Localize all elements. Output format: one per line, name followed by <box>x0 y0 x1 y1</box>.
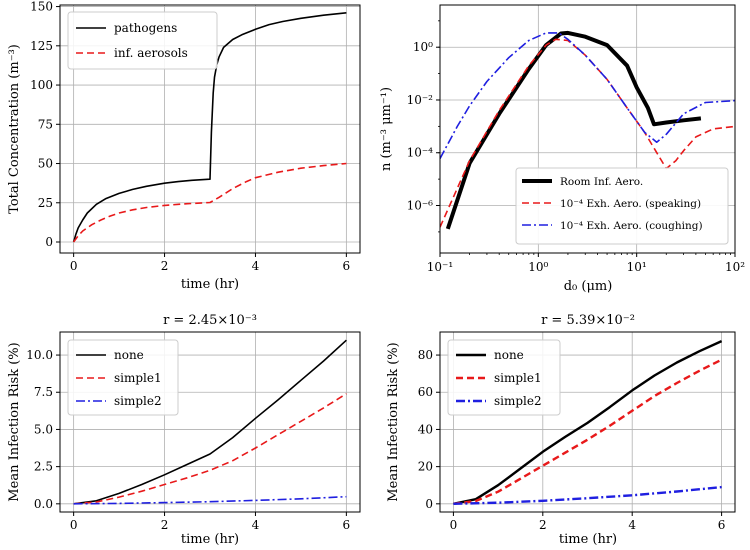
y-tick-label: 5.0 <box>34 422 53 436</box>
legend-label-simple2: simple2 <box>114 394 162 408</box>
legend-label-room-inf-aero: Room Inf. Aero. <box>560 176 643 188</box>
chart-title: r = 5.39×10⁻² <box>541 313 635 328</box>
y-tick-label: 75 <box>38 117 53 131</box>
x-tick-label: 0 <box>70 518 78 532</box>
y-tick-label: 0 <box>425 497 433 511</box>
x-tick-label: 2 <box>161 518 169 532</box>
y-tick-label: 25 <box>38 196 53 210</box>
y-axis-label: n (m⁻³ μm⁻¹) <box>379 87 394 171</box>
x-tick-label: 4 <box>252 259 260 273</box>
y-tick-label: 60 <box>418 385 433 399</box>
legend-label-none: none <box>114 348 144 362</box>
y-tick-label: 10⁰ <box>413 40 433 54</box>
legend-box <box>447 339 561 416</box>
chart-title: r = 2.45×10⁻³ <box>163 313 257 328</box>
legend-label-coughing: 10⁻⁴ Exh. Aero. (coughing) <box>560 220 703 232</box>
y-tick-label: 50 <box>38 157 53 171</box>
axes-frame <box>439 331 736 513</box>
series-line-room-inf-aero- <box>445 30 702 230</box>
panel-infection-risk-low: 0 2 4 6 0.0 2.5 5.0 7.5 10.0 r = 2.45×10⁻³ time … <box>7 313 361 547</box>
y-tick-label: 7.5 <box>34 385 53 399</box>
x-tick-label: 10² <box>725 260 745 274</box>
x-tick-label: 2 <box>539 518 547 532</box>
legend-label-speaking: 10⁻⁴ Exh. Aero. (speaking) <box>560 198 701 210</box>
y-tick-label: 20 <box>418 460 433 474</box>
y-axis-label: Mean Infection Risk (%) <box>7 342 22 501</box>
y-tick-label: 80 <box>418 348 433 362</box>
series-line-simple1 <box>73 393 347 505</box>
legend: pathogens inf. aerosols <box>67 11 218 70</box>
x-tick-label: 0 <box>70 259 78 273</box>
x-tick-label: 10⁻¹ <box>427 260 453 274</box>
legend: Room Inf. Aero. 10⁻⁴ Exh. Aero. (speakin… <box>515 167 729 245</box>
y-tick-label: 100 <box>30 78 53 92</box>
legend: none simple1 simple2 <box>67 339 179 416</box>
legend-box <box>67 11 218 70</box>
legend-label-inf-aerosols: inf. aerosols <box>114 46 188 60</box>
x-tick-label: 6 <box>343 518 351 532</box>
legend-label-pathogens: pathogens <box>114 21 177 35</box>
legend: none simple1 simple2 <box>447 339 561 416</box>
axes-frame <box>439 4 736 254</box>
series-line-inf-aerosols <box>72 162 347 243</box>
y-tick-label: 2.5 <box>34 460 53 474</box>
y-axis-label: Total Concentration (m⁻³) <box>7 44 22 214</box>
y-tick-label: 10.0 <box>26 348 53 362</box>
series-line-none <box>73 339 347 505</box>
legend-box <box>515 167 729 245</box>
x-tick-label: 10⁰ <box>528 260 548 274</box>
y-tick-label: 10⁻² <box>407 93 434 107</box>
y-tick-label: 125 <box>30 39 53 53</box>
y-tick-label: 10⁻⁴ <box>407 146 434 160</box>
x-tick-label: 4 <box>252 518 260 532</box>
y-tick-label: 10⁻⁶ <box>407 199 434 213</box>
series-line-simple2 <box>453 485 722 505</box>
y-tick-label: 150 <box>30 0 53 14</box>
x-axis-label: time (hr) <box>181 532 239 547</box>
x-tick-label: 6 <box>343 259 351 273</box>
x-axis-label: time (hr) <box>559 532 617 547</box>
x-tick-label: 0 <box>450 518 458 532</box>
x-tick-label: 6 <box>718 518 726 532</box>
series-line-simple1 <box>453 358 723 505</box>
axes-frame <box>59 4 361 254</box>
panel-total-concentration: 0 2 4 6 0 25 50 75 100 125 150 time (hr) Total Con… <box>7 0 361 292</box>
legend-label-simple1: simple1 <box>494 371 542 385</box>
axes-frame <box>59 331 361 513</box>
y-axis-label: Mean Infection Risk (%) <box>386 342 401 501</box>
y-tick-label: 0 <box>45 235 53 249</box>
series-line-pathogens <box>72 12 347 243</box>
x-tick-label: 2 <box>161 259 169 273</box>
legend-label-simple2: simple2 <box>494 394 542 408</box>
x-axis-label: time (hr) <box>181 277 239 292</box>
series-line-10-exh-aero-coughing- <box>440 32 735 159</box>
y-tick-label: 0.0 <box>34 497 53 511</box>
series-line-none <box>453 340 723 505</box>
legend-label-none: none <box>494 348 524 362</box>
x-tick-label: 4 <box>628 518 636 532</box>
legend-label-simple1: simple1 <box>114 371 162 385</box>
legend-box <box>67 339 179 416</box>
x-axis-label: d₀ (μm) <box>564 279 613 294</box>
panel-size-distribution: 10⁻¹ 10⁰ 10¹ 10² 10⁻⁶ 10⁻⁴ 10⁻² 10⁰ d₀ (μm) n (… <box>379 4 745 294</box>
series-line-simple2 <box>73 495 347 505</box>
x-tick-label: 10¹ <box>627 260 647 274</box>
y-tick-label: 40 <box>418 422 433 436</box>
